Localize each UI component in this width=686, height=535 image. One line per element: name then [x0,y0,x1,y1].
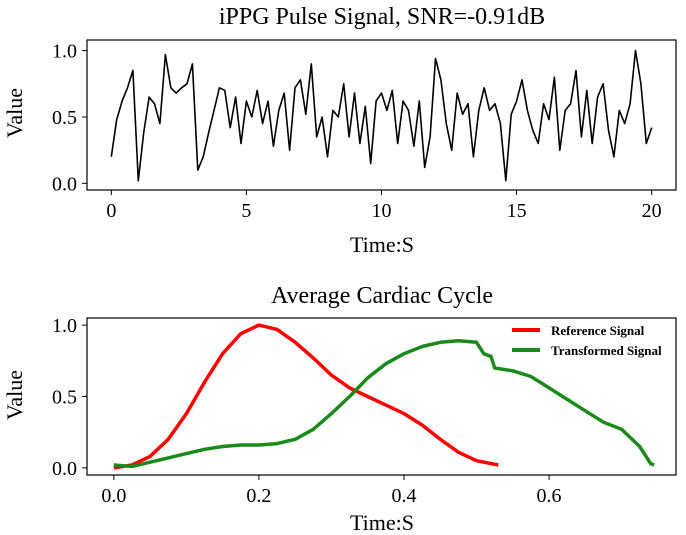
x-tick-label: 10 [372,200,392,222]
x-axis-label: Time:S [350,510,414,535]
axes-frame [86,39,677,191]
legend-label: Transformed Signal [551,343,662,358]
x-tick-label: 0 [106,200,116,222]
plot-average-cardiac-cycle: Average Cardiac Cycle Time:S Value 0.0 0.… [2,283,677,535]
y-tick-label: 0.0 [52,458,77,480]
y-tick-label: 0.5 [52,387,77,409]
x-tick-label: 5 [241,200,251,222]
y-axis-label: Value [2,88,27,138]
x-tick-label: 0.6 [537,485,562,507]
y-tick-label: 1.0 [52,315,77,337]
chart-title: Average Cardiac Cycle [271,283,493,309]
legend: Reference Signal Transformed Signal [512,323,662,358]
series-line-0 [110,49,653,182]
y-axis-label: Value [2,370,27,420]
axes-frame [86,317,677,476]
y-tick-label: 1.0 [52,41,77,63]
x-tick-label: 20 [642,200,662,222]
x-tick-label: 0.2 [246,485,271,507]
legend-label: Reference Signal [551,323,645,338]
x-tick-label: 0.4 [391,485,416,507]
x-tick-label: 0.0 [101,485,126,507]
series-line-transformed-signal [113,339,655,469]
plot-ippg-pulse-signal: iPPG Pulse Signal, SNR=-0.91dB Time:S Va… [2,4,677,257]
series-line-reference-signal [113,323,499,470]
y-tick-label: 0.5 [52,107,77,129]
y-tick-label: 0.0 [52,173,77,195]
x-axis-label: Time:S [350,232,414,257]
chart-title: iPPG Pulse Signal, SNR=-0.91dB [219,4,545,30]
x-tick-label: 15 [507,200,527,222]
